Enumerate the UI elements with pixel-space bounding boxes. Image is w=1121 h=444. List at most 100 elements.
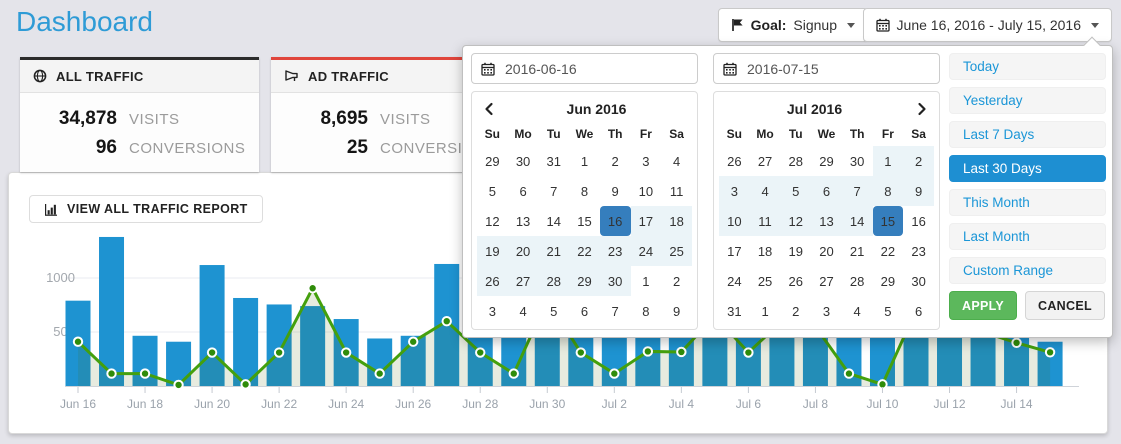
day-cell[interactable]: 26 <box>477 266 508 296</box>
day-cell[interactable]: 1 <box>580 153 589 169</box>
day-cell[interactable]: 20 <box>819 243 834 259</box>
day-cell[interactable]: 12 <box>485 213 500 229</box>
day-cell[interactable]: 17 <box>727 243 742 259</box>
ad-visits-point[interactable] <box>676 346 687 358</box>
day-cell[interactable]: 8 <box>642 303 650 319</box>
ad-visits-point[interactable] <box>475 347 486 358</box>
ad-visits-point[interactable] <box>508 368 519 379</box>
day-cell[interactable]: 22 <box>569 236 600 266</box>
day-cell[interactable]: 13 <box>515 213 531 229</box>
ad-visits-point[interactable] <box>408 336 419 347</box>
day-cell[interactable]: 1 <box>761 303 769 319</box>
day-cell[interactable]: 2 <box>792 303 800 319</box>
day-cell[interactable]: 5 <box>780 176 812 206</box>
day-cell[interactable]: 29 <box>880 273 896 289</box>
day-cell[interactable]: 4 <box>749 176 781 206</box>
day-cell[interactable]: 29 <box>819 153 834 169</box>
apply-button[interactable]: APPLY <box>949 291 1018 320</box>
day-cell[interactable]: 5 <box>550 303 558 319</box>
ad-visits-point[interactable] <box>843 368 855 379</box>
day-cell[interactable]: 30 <box>599 266 631 296</box>
day-cell[interactable]: 23 <box>911 243 926 259</box>
day-cell[interactable]: 19 <box>788 243 803 259</box>
day-cell[interactable]: 16 <box>911 213 926 229</box>
day-cell[interactable]: 4 <box>519 303 527 319</box>
day-cell[interactable]: 1 <box>642 273 650 289</box>
end-date-input[interactable] <box>745 59 930 78</box>
day-cell[interactable]: 10 <box>719 206 750 236</box>
day-cell[interactable]: 7 <box>841 176 873 206</box>
chevron-right-icon[interactable] <box>910 102 934 116</box>
day-cell[interactable]: 29 <box>485 153 500 169</box>
range-option-last-month[interactable]: Last Month <box>949 223 1106 250</box>
day-cell[interactable]: 10 <box>638 183 654 199</box>
day-cell[interactable]: 18 <box>757 243 773 259</box>
ad-visits-point[interactable] <box>340 347 352 358</box>
day-cell[interactable]: 7 <box>550 183 558 199</box>
range-option-custom-range[interactable]: Custom Range <box>949 257 1106 284</box>
day-cell[interactable]: 25 <box>661 236 692 266</box>
goal-selector-button[interactable]: Goal: Signup <box>717 8 868 42</box>
day-cell[interactable]: 4 <box>853 303 861 319</box>
visits-bar[interactable] <box>199 265 225 386</box>
day-cell[interactable]: 6 <box>580 303 589 319</box>
ad-visits-point[interactable] <box>72 336 84 347</box>
day-cell[interactable]: 21 <box>849 243 865 259</box>
day-cell[interactable]: 28 <box>788 153 803 169</box>
day-cell[interactable]: 27 <box>757 153 773 169</box>
day-cell[interactable]: 11 <box>669 183 684 199</box>
day-cell[interactable]: 2 <box>611 153 619 169</box>
visits-bar[interactable] <box>266 304 292 386</box>
day-cell[interactable]: 2 <box>903 146 934 176</box>
day-cell[interactable]: 4 <box>672 153 681 169</box>
day-cell[interactable]: 17 <box>630 206 662 236</box>
ad-visits-point[interactable] <box>273 347 285 358</box>
day-cell[interactable]: 29 <box>569 266 600 296</box>
day-cell[interactable]: 30 <box>515 153 531 169</box>
date-range-button[interactable]: June 16, 2016 - July 15, 2016 <box>862 8 1112 42</box>
day-cell[interactable]: 26 <box>788 273 803 289</box>
visits-bar[interactable] <box>233 297 259 386</box>
day-cell[interactable]: 20 <box>507 236 539 266</box>
day-cell[interactable]: 9 <box>611 183 619 199</box>
ad-visits-point[interactable] <box>307 283 318 294</box>
start-date-input[interactable] <box>503 59 688 78</box>
visits-bar[interactable] <box>300 306 326 386</box>
day-cell[interactable]: 14 <box>546 213 561 229</box>
day-cell[interactable]: 23 <box>599 236 631 266</box>
day-cell[interactable]: 28 <box>538 266 570 296</box>
day-cell[interactable]: 30 <box>911 273 926 289</box>
day-cell[interactable]: 31 <box>546 153 561 169</box>
day-cell[interactable]: 15 <box>577 213 592 229</box>
day-cell[interactable]: 5 <box>884 303 892 319</box>
day-cell[interactable]: 9 <box>672 303 681 319</box>
day-cell[interactable]: 24 <box>727 273 742 289</box>
day-cell[interactable]: 28 <box>849 273 865 289</box>
day-cell[interactable]: 30 <box>849 153 865 169</box>
day-cell[interactable]: 2 <box>672 273 681 289</box>
day-cell[interactable]: 6 <box>914 303 923 319</box>
range-option-today[interactable]: Today <box>949 53 1106 80</box>
day-cell[interactable]: 21 <box>538 236 570 266</box>
day-cell[interactable]: 31 <box>727 303 742 319</box>
day-cell[interactable]: 27 <box>507 266 539 296</box>
day-cell[interactable]: 25 <box>757 273 773 289</box>
chevron-left-icon[interactable] <box>477 102 501 116</box>
day-cell[interactable]: 14 <box>841 206 873 236</box>
cancel-button[interactable]: CANCEL <box>1025 291 1105 320</box>
day-cell-selected[interactable]: 15 <box>872 206 904 236</box>
day-cell[interactable]: 3 <box>642 153 650 169</box>
range-option-last-7-days[interactable]: Last 7 Days <box>949 121 1106 148</box>
day-cell[interactable]: 19 <box>477 236 508 266</box>
ad-visits-point[interactable] <box>575 347 586 358</box>
day-cell[interactable]: 3 <box>822 303 831 319</box>
day-cell[interactable]: 6 <box>519 183 527 199</box>
day-cell[interactable]: 1 <box>872 146 904 176</box>
ad-visits-point[interactable] <box>139 368 151 379</box>
day-cell[interactable]: 3 <box>488 303 496 319</box>
day-cell[interactable]: 7 <box>611 303 619 319</box>
view-all-traffic-report-button[interactable]: VIEW ALL TRAFFIC REPORT <box>29 195 263 223</box>
day-cell[interactable]: 9 <box>903 176 934 206</box>
ad-visits-point[interactable] <box>106 368 117 379</box>
ad-visits-point[interactable] <box>1044 347 1056 358</box>
